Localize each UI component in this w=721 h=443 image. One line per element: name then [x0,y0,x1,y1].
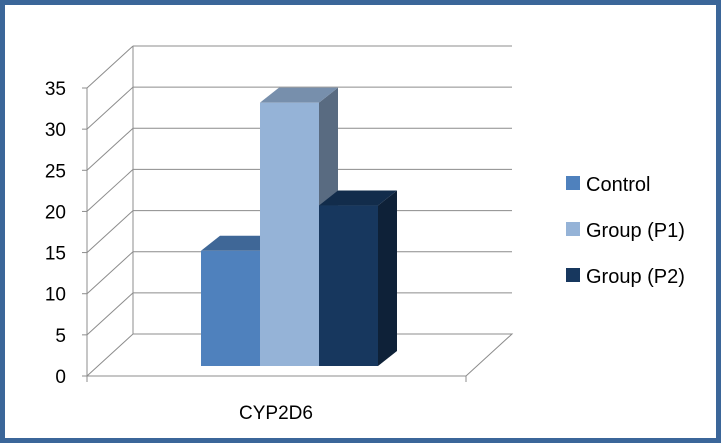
chart-floor [85,333,514,377]
legend-label: Group (P2) [586,266,685,288]
legend-label: Group (P1) [586,220,685,242]
x-category-label: CYP2D6 [239,403,313,424]
bar-group-p1-front [260,102,319,366]
bar-control-top [201,235,279,251]
bar-control-front [201,250,260,366]
gridline-side [86,292,134,336]
y-tick-label: 20 [45,202,66,223]
bar-group-p2-front [319,205,378,366]
y-tick-label: 0 [55,367,66,388]
gridline-side [86,169,134,212]
legend-swatch [566,222,580,236]
legend-swatch [566,268,580,282]
y-tick-label: 35 [45,79,66,100]
gridline-side [86,45,134,89]
gridline-side [86,86,134,130]
y-tick-label: 30 [45,120,66,141]
gridline-side [86,251,134,295]
y-tick-label: 15 [45,244,66,265]
gridline-side [86,127,134,171]
y-tick-label: 10 [45,285,66,306]
bar-group-p2-side [378,190,397,366]
bar-group-p1-top [260,87,338,103]
y-tick-label: 25 [45,161,66,182]
gridline-side [86,210,134,253]
y-tick-label: 5 [55,326,66,347]
legend-swatch [566,176,580,190]
bar-group-p2-top [319,190,397,206]
legend-label: Control [586,174,650,196]
